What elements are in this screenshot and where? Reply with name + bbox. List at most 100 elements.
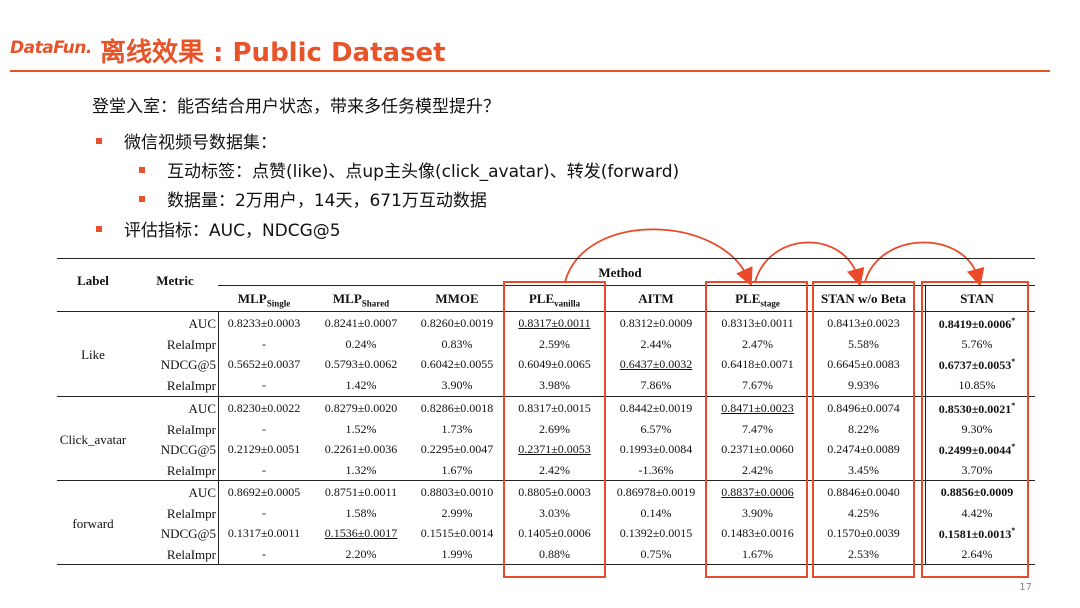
cell-value: 0.8260±0.0019 — [420, 316, 494, 330]
cell-value: 0.1515±0.0014 — [420, 526, 494, 540]
table-cell: 3.03% — [503, 506, 606, 521]
table-cell: 1.67% — [706, 547, 809, 562]
table-cell: 3.70% — [925, 463, 1029, 478]
cell-value: 0.8805±0.0003 — [518, 485, 591, 499]
metric-label: RelaImpr — [166, 546, 216, 562]
column-header: MLPShared — [311, 291, 411, 309]
group-label: Click_avatar — [59, 431, 127, 447]
table-cell: - — [218, 547, 310, 562]
bullet-metrics: 评估指标：AUC，NDCG@5 — [96, 216, 341, 241]
significance-mark: * — [1011, 316, 1016, 325]
cell-value: 2.64% — [961, 546, 993, 561]
bullet-square-icon — [139, 196, 145, 202]
cell-value: 0.2499±0.0044 — [938, 443, 1012, 457]
cell-value: 0.6042±0.0055 — [420, 357, 494, 371]
cell-value: 0.6437±0.0032 — [619, 357, 693, 371]
cell-value: 0.5793±0.0062 — [324, 357, 398, 371]
metric-label: RelaImpr — [166, 421, 216, 437]
table-cell: 1.52% — [311, 422, 411, 437]
table-cell: 0.8471±0.0023 — [706, 401, 809, 416]
table-cell: 2.59% — [503, 337, 606, 352]
table-cell: 0.1392±0.0015 — [606, 526, 706, 541]
metric-label: NDCG@5 — [160, 357, 216, 372]
column-header: PLEvanilla — [503, 291, 606, 309]
cell-value: 0.1405±0.0006 — [518, 526, 591, 540]
highlight-ple-stage — [705, 281, 808, 578]
cell-value: 0.86978±0.0019 — [616, 485, 696, 499]
bullet-square-icon — [96, 226, 102, 232]
cell-value: - — [262, 377, 266, 392]
metric-label: NDCG@5 — [160, 526, 216, 541]
table-cell: - — [218, 378, 310, 393]
metric-label: AUC — [188, 485, 216, 500]
cell-value: 0.88% — [539, 546, 570, 561]
metric-label: AUC — [188, 316, 216, 331]
table-cell: 0.8803±0.0010 — [411, 485, 503, 500]
col-separator — [925, 285, 926, 564]
column-header-main: STAN — [960, 291, 994, 306]
table-cell: 3.98% — [503, 378, 606, 393]
table-cell: 0.8413±0.0023 — [812, 316, 915, 331]
cell-value: 0.2371±0.0060 — [721, 442, 794, 456]
cell-value: 0.8846±0.0040 — [827, 485, 900, 499]
table-cell: 0.8856±0.0009 — [925, 485, 1029, 500]
column-header-main: MLP — [332, 291, 362, 306]
table-cell: 2.42% — [503, 463, 606, 478]
cell-value: 3.03% — [539, 505, 570, 520]
table-cell: 9.30% — [925, 422, 1029, 437]
table-cell: 10.85% — [925, 378, 1029, 393]
cell-value: 7.47% — [742, 421, 773, 436]
table-cell: 2.53% — [812, 547, 915, 562]
cell-value: 1.73% — [441, 421, 473, 436]
table-cell: 0.8530±0.0021* — [925, 401, 1029, 417]
column-header-main: PLE — [528, 291, 555, 306]
cell-value: 0.1536±0.0017 — [324, 526, 398, 540]
table-cell: -1.36% — [606, 463, 706, 478]
cell-value: 0.8496±0.0074 — [827, 401, 900, 415]
cell-value: 0.1392±0.0015 — [619, 526, 693, 540]
table-cell: 0.1515±0.0014 — [411, 526, 503, 541]
table-cell: 3.45% — [812, 463, 915, 478]
cell-value: 9.30% — [961, 421, 993, 436]
arrow-stan-wo-beta-to-stan — [864, 241, 985, 287]
cell-value: 0.8751±0.0011 — [324, 485, 398, 499]
cell-value: 0.1581±0.0013 — [938, 527, 1012, 541]
cell-value: 0.8312±0.0009 — [619, 316, 693, 330]
cell-value: 1.32% — [345, 462, 377, 477]
table-cell: 0.8846±0.0040 — [812, 485, 915, 500]
table-cell: 0.2261±0.0036 — [311, 442, 411, 457]
cell-value: 1.52% — [345, 421, 377, 436]
table-cell: 0.2371±0.0060 — [706, 442, 809, 457]
group-label: forward — [72, 515, 114, 531]
table-cell: 0.6737±0.0053* — [925, 357, 1029, 373]
table-cell: 5.76% — [925, 337, 1029, 352]
table-cell: 0.2371±0.0053 — [503, 442, 606, 457]
table-cell: 0.1536±0.0017 — [311, 526, 411, 541]
cell-value: 2.99% — [441, 505, 473, 520]
cell-value: 4.25% — [848, 505, 879, 520]
table-cell: 0.83% — [411, 337, 503, 352]
table-cell: 0.8442±0.0019 — [606, 401, 706, 416]
cell-value: 5.76% — [961, 336, 993, 351]
column-header-main: MMOE — [435, 291, 479, 306]
table-cell: 0.8312±0.0009 — [606, 316, 706, 331]
table-cell: 0.8286±0.0018 — [411, 401, 503, 416]
column-header-sub: stage — [760, 298, 780, 309]
table-cell: 3.90% — [411, 378, 503, 393]
table-cell: 0.1570±0.0039 — [812, 526, 915, 541]
column-header-main: AITM — [638, 291, 674, 306]
table-cell: 2.44% — [606, 337, 706, 352]
table-cell: 0.8692±0.0005 — [218, 485, 310, 500]
metric-label: RelaImpr — [166, 462, 216, 478]
cell-value: 0.8413±0.0023 — [827, 316, 900, 330]
table-cell: 2.20% — [311, 547, 411, 562]
significance-mark: * — [1011, 442, 1016, 451]
cell-value: 7.67% — [742, 377, 773, 392]
table-cell: 0.8260±0.0019 — [411, 316, 503, 331]
cell-value: 2.69% — [539, 421, 570, 436]
table-cell: - — [218, 463, 310, 478]
cell-value: 0.8692±0.0005 — [227, 485, 301, 499]
table-cell: 1.73% — [411, 422, 503, 437]
table-cell: 5.58% — [812, 337, 915, 352]
method-header: Method — [598, 265, 642, 280]
